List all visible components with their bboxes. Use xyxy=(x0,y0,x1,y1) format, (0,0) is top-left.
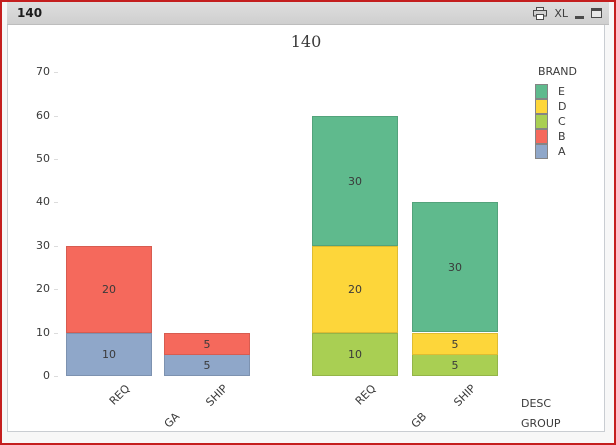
x-label-GB-SHIP: SHIP xyxy=(451,382,479,409)
bar-segment-GA-SHIP-B[interactable]: 5 xyxy=(164,333,250,355)
legend-swatch-D[interactable] xyxy=(535,99,548,114)
axis-caption-group: GROUP xyxy=(521,417,561,430)
legend-label-E: E xyxy=(558,85,565,98)
y-tick-mark xyxy=(54,289,58,290)
group-label-GB: GB xyxy=(408,410,430,431)
legend-label-D: D xyxy=(558,100,567,113)
bar-segment-GB-REQ-E[interactable]: 30 xyxy=(312,116,398,246)
legend-swatch-B[interactable] xyxy=(535,129,548,144)
y-tick-label: 40 xyxy=(36,195,50,208)
chart-title: 140 xyxy=(290,32,322,51)
y-tick-label: 0 xyxy=(43,369,50,382)
legend-item-E[interactable]: E xyxy=(532,84,577,99)
bar-segment-GB-SHIP-D[interactable]: 5 xyxy=(412,333,498,355)
legend-item-C[interactable]: C xyxy=(532,114,577,129)
bar-segment-GB-SHIP-C[interactable]: 5 xyxy=(412,354,498,376)
y-tick-mark xyxy=(54,116,58,117)
bar-segment-GA-SHIP-A[interactable]: 5 xyxy=(164,354,250,376)
legend-item-B[interactable]: B xyxy=(532,129,577,144)
legend-swatch-C[interactable] xyxy=(535,114,548,129)
x-label-GA-SHIP: SHIP xyxy=(203,382,231,409)
group-label-GA: GA xyxy=(161,410,183,431)
bar-segment-GB-SHIP-E[interactable]: 30 xyxy=(412,202,498,332)
legend-swatch-A[interactable] xyxy=(535,144,548,159)
bar-segment-GA-REQ-A[interactable]: 10 xyxy=(66,333,152,376)
legend-label-C: C xyxy=(558,115,566,128)
bar-segment-GA-REQ-B[interactable]: 20 xyxy=(66,246,152,333)
legend-title: BRAND xyxy=(538,65,577,78)
y-tick-mark xyxy=(54,376,58,377)
y-tick-mark xyxy=(54,202,58,203)
legend-item-A[interactable]: A xyxy=(532,144,577,159)
print-icon[interactable] xyxy=(533,6,548,20)
legend-label-A: A xyxy=(558,145,566,158)
send-to-excel-icon[interactable]: XL xyxy=(554,6,568,20)
y-tick-label: 30 xyxy=(36,239,50,252)
y-tick-mark xyxy=(54,246,58,247)
bar-segment-GB-REQ-C[interactable]: 10 xyxy=(312,333,398,376)
y-tick-mark xyxy=(54,333,58,334)
y-tick-mark xyxy=(54,159,58,160)
x-label-GA-REQ: REQ xyxy=(106,382,133,408)
bar-segment-GB-REQ-D[interactable]: 20 xyxy=(312,246,398,333)
y-tick-label: 20 xyxy=(36,282,50,295)
legend-swatch-E[interactable] xyxy=(535,84,548,99)
titlebar-icons: XL xyxy=(533,2,609,24)
y-tick-mark xyxy=(54,72,58,73)
legend-item-D[interactable]: D xyxy=(532,99,577,114)
window-title: 140 xyxy=(17,6,43,20)
y-tick-label: 10 xyxy=(36,326,50,339)
window-titlebar[interactable]: 140 XL xyxy=(7,2,609,25)
chart-area: 140 0 10 20 30 40 50 60 70 10 20 5 5 10 20 30 5 5 30 REQ… xyxy=(7,25,605,432)
y-tick-label: 60 xyxy=(36,109,50,122)
y-tick-label: 70 xyxy=(36,65,50,78)
x-label-GB-REQ: REQ xyxy=(352,382,379,408)
y-tick-label: 50 xyxy=(36,152,50,165)
axis-caption-desc: DESC xyxy=(521,397,552,410)
legend-label-B: B xyxy=(558,130,566,143)
axis-caption: DESC GROUP xyxy=(521,394,561,434)
maximize-icon[interactable] xyxy=(591,8,602,18)
minimize-icon[interactable] xyxy=(575,8,584,19)
